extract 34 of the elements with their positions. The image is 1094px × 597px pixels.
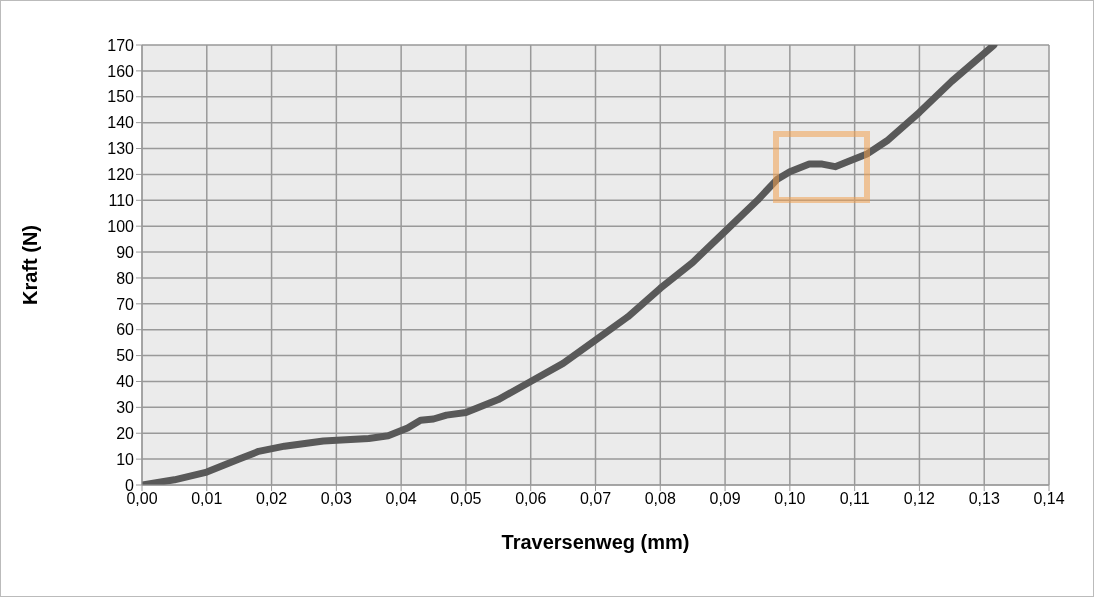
y-tick-label: 110 <box>108 191 135 209</box>
y-tick-label: 130 <box>107 140 135 158</box>
y-tick-label: 90 <box>116 243 135 261</box>
x-tick-label: 0,10 <box>774 490 806 508</box>
x-tick-label: 0,14 <box>1033 490 1065 508</box>
x-tick-label: 0,04 <box>385 490 417 508</box>
y-tick-label: 80 <box>116 269 135 287</box>
x-tick-label: 0,03 <box>320 490 353 508</box>
x-tick-label: 0,12 <box>903 490 936 508</box>
y-tick-label: 70 <box>116 295 135 313</box>
y-tick-label: 10 <box>116 450 135 468</box>
x-tick-label: 0,11 <box>839 490 870 508</box>
x-tick-label: 0,02 <box>256 490 288 508</box>
y-tick-label: 100 <box>107 217 135 235</box>
y-tick-label: 160 <box>107 62 135 80</box>
y-tick-label: 40 <box>116 373 135 391</box>
y-tick-label: 120 <box>107 166 135 184</box>
y-axis-title: Kraft (N) <box>19 225 42 305</box>
x-tick-label: 0,07 <box>579 490 612 508</box>
y-tick-label: 150 <box>107 88 135 106</box>
y-tick-label: 20 <box>116 424 135 442</box>
x-tick-label: 0,08 <box>644 490 676 508</box>
x-tick-label: 0,13 <box>968 490 1000 508</box>
x-tick-label: 0,05 <box>450 490 482 508</box>
y-tick-label: 140 <box>107 114 135 132</box>
x-tick-label: 0,00 <box>126 490 158 508</box>
x-tick-label: 0,01 <box>191 490 223 508</box>
x-tick-label: 0,09 <box>709 490 741 508</box>
y-tick-label: 60 <box>116 321 135 339</box>
y-tick-label: 170 <box>107 36 135 54</box>
x-tick-label: 0,06 <box>515 490 547 508</box>
x-axis-title: Traversenweg (mm) <box>501 531 690 553</box>
y-tick-label: 50 <box>116 347 135 365</box>
y-tick-label: 30 <box>116 399 135 417</box>
